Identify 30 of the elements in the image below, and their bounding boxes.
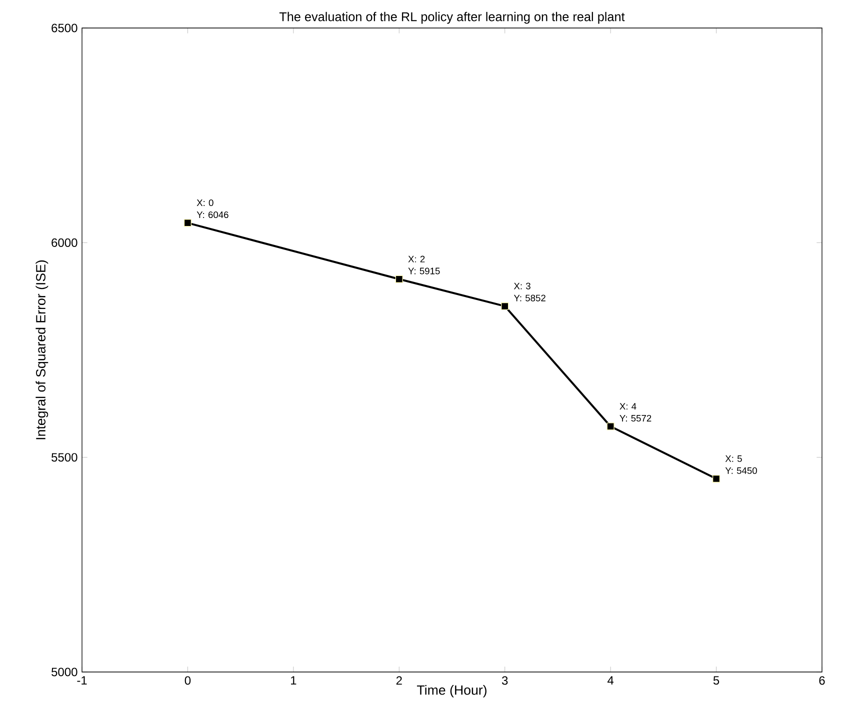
annotation: X: 3 <box>514 282 530 290</box>
chart-title: The evaluation of the RL policy after learning on the real plant <box>279 12 625 24</box>
annotation: X: 0 <box>196 199 214 206</box>
x-tick-label: 0 <box>184 676 191 685</box>
x-tick-label: 5 <box>713 676 720 685</box>
x-tick-label: -1 <box>77 676 87 685</box>
annotation: Y: 5572 <box>620 414 652 422</box>
point <box>606 422 614 430</box>
y-tick-label: 5000 <box>52 668 78 676</box>
annotation: Y: 5450 <box>725 467 757 474</box>
y-axis-title: Integral of Squared Error (ISE) <box>36 260 48 440</box>
x-tick-label: 1 <box>291 676 296 685</box>
point <box>395 275 403 283</box>
annotation: Y: 5852 <box>514 294 546 302</box>
annotation: X: 5 <box>725 455 742 462</box>
x-tick-label: 3 <box>502 676 508 685</box>
y-tick-label: 6000 <box>52 238 78 247</box>
y-tick-label: 6500 <box>52 24 78 32</box>
x-tick-label: 4 <box>608 676 614 685</box>
point <box>712 474 720 483</box>
annotation: X: 2 <box>408 256 425 262</box>
annotation: Y: 6046 <box>196 211 228 218</box>
x-axis-title: Time (Hour) <box>416 685 486 698</box>
annotation: Y: 5915 <box>408 268 440 274</box>
x-tick-label: 2 <box>396 676 402 685</box>
point <box>184 219 192 227</box>
annotation: X: 4 <box>620 403 636 410</box>
x-tick-label: 6 <box>819 676 825 685</box>
point <box>501 302 509 310</box>
y-tick-label: 5500 <box>52 453 78 462</box>
